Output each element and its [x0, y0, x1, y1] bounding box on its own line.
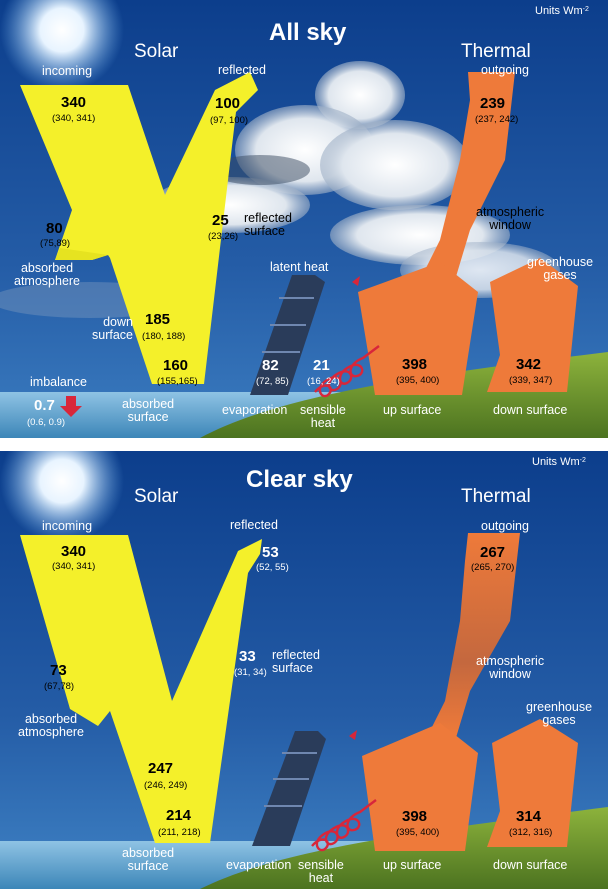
up-surface-label: up surface	[383, 858, 442, 872]
outgoing-label: outgoing	[481, 519, 529, 533]
up-surface-value: 398	[402, 356, 428, 373]
down-surface-value: 314	[516, 808, 542, 825]
solar-flows	[20, 535, 262, 843]
incoming-value: 340	[61, 94, 87, 111]
solar-heading: Solar	[134, 41, 179, 62]
imbalance-label: imbalance	[30, 375, 87, 389]
imbalance-value: 0.7	[34, 397, 55, 414]
greenhouse-gases-label: greenhouse gases	[527, 255, 594, 283]
down-surface-range: (339, 347)	[509, 375, 553, 386]
all-sky-diagram	[0, 0, 608, 438]
outgoing-value: 267	[480, 544, 506, 561]
imbalance-arrow-icon	[60, 396, 82, 417]
absorbed-surface-label: absorbed surface	[122, 397, 175, 425]
incoming-range: (340, 341)	[52, 561, 96, 572]
solar-flows	[20, 72, 258, 384]
incoming-label: incoming	[42, 64, 93, 78]
absorbed-atmosphere-label: absorbed atmosphere	[14, 261, 81, 289]
absorbed-surface-label: absorbed surface	[122, 846, 175, 874]
thermal-heading: Thermal	[461, 41, 531, 62]
up-surface-value: 398	[402, 808, 428, 825]
reflected-range: (97, 100)	[210, 115, 249, 126]
down-surface-label: down surface	[493, 403, 568, 417]
sensible-heat-range: (16, 24)	[307, 376, 340, 387]
absorbed-surface-range: (211, 218)	[158, 827, 201, 838]
outgoing-range: (265, 270)	[471, 562, 515, 573]
evaporation-label: evaporation	[222, 403, 288, 417]
thermal-flows	[362, 533, 578, 851]
reflected-surface-value: 25	[212, 212, 229, 229]
reflected-value: 100	[215, 95, 241, 112]
incoming-range: (340, 341)	[52, 113, 96, 124]
evaporation-range: (72, 85)	[256, 376, 289, 387]
reflected-surface-range: (31, 34)	[234, 667, 267, 678]
reflected-surface-value: 33	[239, 648, 256, 665]
greenhouse-gases-label: greenhouse gases	[526, 700, 593, 728]
outgoing-label: outgoing	[481, 63, 529, 77]
units-label: Units Wm-2	[532, 456, 586, 468]
latent-heat-arrow	[252, 731, 326, 846]
up-surface-range: (395, 400)	[396, 827, 440, 838]
down-surface-label: down surface	[493, 858, 568, 872]
outgoing-range: (237, 242)	[475, 114, 519, 125]
evaporation-value: 82	[262, 357, 279, 374]
evaporation-label: evaporation	[226, 858, 292, 872]
reflected-label: reflected	[230, 518, 278, 532]
down-surface-solar-label: down surface	[92, 315, 133, 343]
panel-title: All sky	[269, 19, 347, 46]
sun-icon	[0, 451, 124, 543]
reflected-surface-label: reflected surface	[272, 648, 320, 676]
reflected-surface-range: (23,26)	[208, 231, 239, 242]
down-surface-solar-range: (180, 188)	[142, 331, 186, 342]
reflected-label: reflected	[218, 63, 266, 77]
down-surface-solar-value: 185	[145, 311, 171, 328]
latent-heat-label: latent heat	[270, 260, 329, 274]
absorbed-surface-range: (155,165)	[157, 376, 198, 387]
atmospheric-window-label: atmospheric window	[476, 205, 545, 233]
sensible-heat-spiral	[311, 799, 377, 852]
clear-sky-diagram	[0, 451, 608, 889]
absorbed-atmosphere-value: 80	[46, 220, 63, 237]
down-surface-solar-value: 247	[148, 760, 174, 777]
absorbed-surface-value: 214	[166, 807, 192, 824]
absorbed-atmosphere-label: absorbed atmosphere	[18, 712, 85, 740]
sensible-heat-label: sensible heat	[298, 858, 344, 886]
latent-heat-arrow	[250, 275, 325, 395]
atmospheric-window-label: atmospheric window	[476, 654, 545, 682]
clear-sky-panel: Units Wm-2 Clear sky Solar Thermal incom…	[0, 451, 608, 889]
absorbed-atmosphere-value: 73	[50, 662, 67, 679]
all-sky-panel: Units Wm-2 All sky Solar Thermal incomin…	[0, 0, 608, 438]
down-surface-value: 342	[516, 356, 542, 373]
incoming-value: 340	[61, 543, 87, 560]
sensible-heat-label: sensible heat	[300, 403, 346, 431]
absorbed-surface-value: 160	[163, 357, 189, 374]
units-label: Units Wm-2	[535, 5, 589, 17]
up-surface-label: up surface	[383, 403, 442, 417]
sun-icon	[0, 0, 124, 92]
sensible-heat-value: 21	[313, 357, 330, 374]
sensible-heat-spiral	[314, 345, 380, 398]
reflected-range: (52, 55)	[256, 562, 289, 573]
outgoing-value: 239	[480, 95, 506, 112]
incoming-label: incoming	[42, 519, 93, 533]
imbalance-range: (0.6, 0.9)	[27, 417, 66, 428]
solar-heading: Solar	[134, 486, 179, 507]
up-surface-range: (395, 400)	[396, 375, 440, 386]
panel-title: Clear sky	[246, 466, 353, 493]
reflected-value: 53	[262, 544, 279, 561]
absorbed-atmosphere-range: (75,89)	[40, 238, 71, 249]
down-surface-range: (312, 316)	[509, 827, 553, 838]
absorbed-atmosphere-range: (67,78)	[44, 681, 75, 692]
down-surface-solar-range: (246, 249)	[144, 780, 188, 791]
thermal-heading: Thermal	[461, 486, 531, 507]
thermal-flows	[358, 72, 578, 395]
reflected-surface-label: reflected surface	[244, 211, 292, 239]
